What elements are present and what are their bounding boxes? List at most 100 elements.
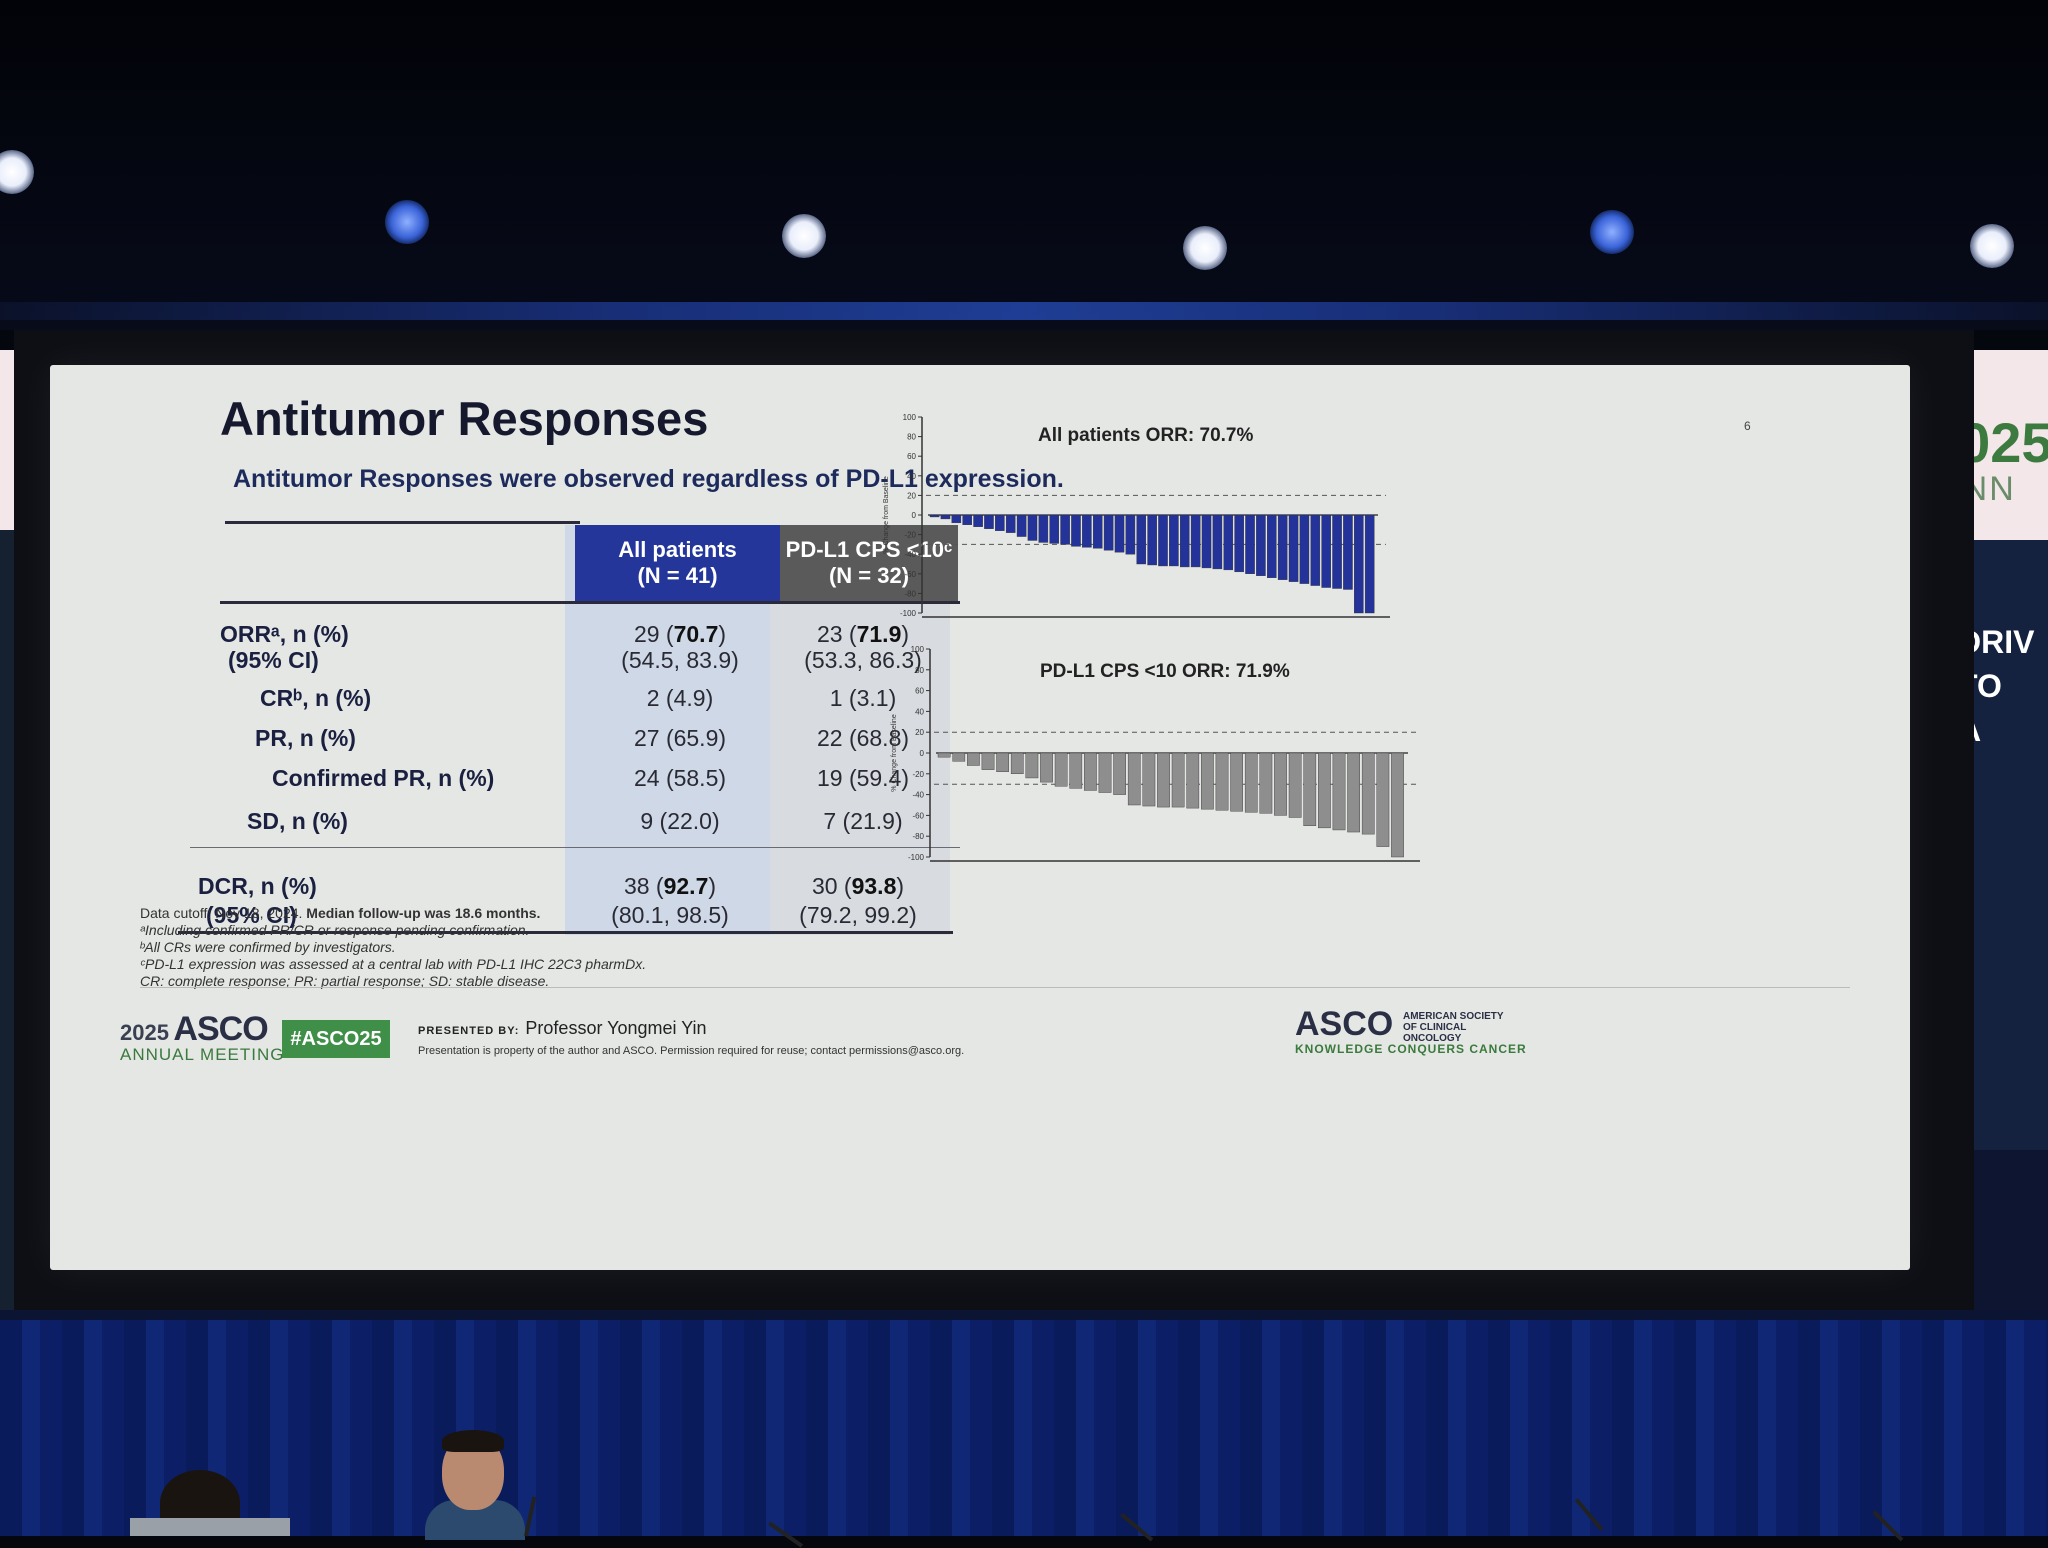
cell-confirmed-pr-pdl: 19 (59.4) [816, 765, 910, 791]
y-tick-label: 20 [915, 728, 924, 737]
stage-curtain [0, 1320, 2048, 1536]
footnotes: Data cutoff: Nov 18, 2024. Median follow… [140, 905, 646, 990]
stage-edge [0, 1310, 2048, 1322]
waterfall-bar [1215, 752, 1229, 811]
footnote-abbrev: CR: complete response; PR: partial respo… [140, 973, 550, 989]
y-tick-label: -60 [904, 570, 916, 579]
property-notice: Presentation is property of the author a… [418, 1045, 965, 1057]
cell-sd-pdl: 7 (21.9) [823, 808, 903, 834]
footnote-b: ᵇAll CRs were confirmed by investigators… [140, 939, 396, 955]
row-label-pr: PR, n (%) [255, 725, 356, 751]
row-label-dcr-ci: (95% CI) [206, 902, 297, 928]
waterfall-bar [1038, 514, 1049, 543]
waterfall-bar [1071, 514, 1081, 547]
waterfall-bar [1376, 752, 1390, 847]
y-tick-label: 100 [911, 645, 925, 654]
row-label-cr: CRᵇ, n (%) [260, 685, 372, 711]
waterfall-bar [1201, 752, 1214, 810]
spotlight-icon [0, 150, 34, 194]
footnote-a: ᵃIncluding confirmed PR/CR or response p… [140, 922, 530, 938]
slide-subtitle: Antitumor Responses were observed regard… [233, 465, 1064, 493]
waterfall-bar [1103, 514, 1114, 551]
cell-pr-all: 27 (65.9) [633, 725, 727, 751]
waterfall-bar [1288, 752, 1302, 818]
hashtag-badge: #ASCO25 [282, 1020, 390, 1058]
spotlight-icon [385, 200, 429, 244]
cell-dcr-ci-pdl: (79.2, 99.2) [799, 902, 917, 928]
waterfall-bar [1142, 752, 1156, 807]
waterfall-bar [1113, 752, 1126, 795]
y-tick-label: 60 [915, 687, 924, 696]
waterfall-bar [1299, 514, 1310, 584]
waterfall-bar [962, 514, 972, 526]
waterfall-bar [1256, 514, 1266, 576]
asco-society-logo: ASCO AMERICAN SOCIETY OF CLINICAL ONCOLO… [1295, 1005, 1527, 1056]
speaker-person [420, 1430, 530, 1540]
dcr-separator [190, 847, 960, 848]
waterfall-bar [937, 752, 951, 758]
waterfall-bar [1098, 752, 1112, 793]
waterfall-bar [1082, 514, 1092, 548]
waterfall-bar [1054, 752, 1068, 787]
waterfall-bar [1127, 752, 1141, 806]
waterfall-bar [1190, 514, 1201, 568]
waterfall-bar [1321, 514, 1331, 588]
y-tick-label: -80 [912, 832, 924, 841]
waterfall-bar [984, 514, 994, 529]
row-label-orr: ORRᵃ, n (%) [220, 621, 349, 647]
waterfall-bar [967, 752, 980, 766]
y-tick-label: -40 [912, 791, 924, 800]
waterfall-bar [1277, 514, 1288, 580]
table-top-rule [225, 521, 580, 524]
y-tick-label: 80 [915, 666, 924, 675]
y-tick-label: 80 [907, 433, 916, 442]
waterfall-bar [1361, 752, 1375, 835]
cell-dcr-all: 38 (92.7) [623, 873, 717, 899]
cell-orr-pdl: 23 (71.9) [816, 621, 910, 647]
row-label-dcr: DCR, n (%) [198, 873, 317, 899]
y-tick-label: -100 [900, 609, 917, 618]
waterfall-bar [929, 514, 940, 518]
chart-title-all: All patients ORR: 70.7% [1038, 425, 1254, 446]
venue-ceiling [0, 0, 2048, 330]
header-pdl1-cps: PD-L1 CPS <10ᶜ (N = 32) [780, 525, 958, 601]
waterfall-bar [1158, 514, 1168, 567]
cell-sd-all: 9 (22.0) [640, 808, 720, 834]
waterfall-bar [940, 514, 951, 520]
spotlight-icon [1970, 224, 2014, 268]
waterfall-bar [1136, 514, 1147, 565]
cell-dcr-pdl: 30 (93.8) [811, 873, 905, 899]
waterfall-bar [951, 514, 962, 524]
waterfall-svg-all: 100 80 60 40 20 0 -20 -40 -60 -80 -100 % Change fro… [883, 413, 1390, 618]
waterfall-bar [1010, 752, 1024, 774]
cell-dcr-ci-all: (80.1, 98.5) [611, 902, 729, 928]
y-tick-label: -40 [904, 550, 916, 559]
waterfall-bar [1332, 514, 1342, 589]
y-axis-label: % Change from Baseline [891, 714, 898, 792]
waterfall-chart-all: 100 80 60 40 20 0 -20 -40 -60 -80 -100 % Change fro… [830, 405, 1390, 630]
cell-cr-pdl: 1 (3.1) [829, 685, 897, 711]
waterfall-bar [1245, 514, 1255, 574]
waterfall-chart-pdl: 100 80 60 40 20 0 -20 -40 -60 -80 -100 % Change fro… [830, 637, 1430, 874]
waterfall-bar [1027, 514, 1038, 541]
waterfall-bar [1114, 514, 1125, 553]
footer-rule [140, 987, 1850, 988]
asco-annual-meeting-logo: 2025 ASCO ANNUAL MEETING [120, 1010, 285, 1064]
chart-title-pdl: PD-L1 CPS <10 ORR: 71.9% [1040, 661, 1290, 682]
waterfall-bar [1234, 514, 1244, 573]
y-tick-label: 0 [912, 511, 917, 520]
cell-confirmed-pr-all: 24 (58.5) [633, 765, 727, 791]
waterfall-bar [1343, 514, 1353, 590]
waterfall-bar [1347, 752, 1360, 833]
response-table: All patients (N = 41) PD-L1 CPS <10ᶜ (N … [160, 521, 1100, 945]
waterfall-bar [1049, 514, 1059, 544]
waterfall-bar [1223, 514, 1234, 571]
presentation-slide: Antitumor Responses Antitumor Responses … [50, 365, 1910, 1270]
waterfall-bar [1201, 514, 1212, 569]
spotlight-icon [1183, 226, 1227, 270]
y-tick-label: -20 [904, 531, 916, 540]
waterfall-bar [1332, 752, 1346, 831]
footnote-c: ᶜPD-L1 expression was assessed at a cent… [140, 956, 647, 972]
waterfall-bar [1212, 514, 1223, 570]
waterfall-svg-pdl: 100 80 60 40 20 0 -20 -40 -60 -80 -100 % Change fro… [891, 645, 1420, 862]
